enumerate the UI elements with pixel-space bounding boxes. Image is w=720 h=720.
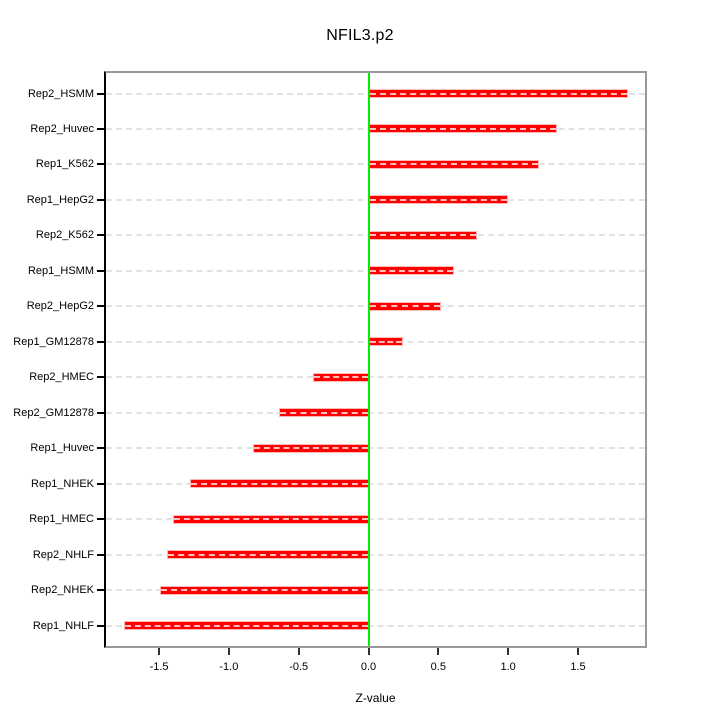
category-label: Rep2_HepG2: [26, 300, 94, 313]
bar: [167, 550, 369, 560]
row-gridline: [106, 518, 645, 521]
row-gridline: [106, 376, 645, 379]
y-axis-tick: [97, 553, 104, 556]
bar: [368, 230, 478, 240]
x-axis-tick: [437, 648, 440, 655]
x-tick-label: 0.5: [430, 661, 446, 673]
bar: [368, 266, 454, 276]
x-axis-tick: [297, 648, 300, 655]
bar-gridline-overlay: [369, 198, 508, 201]
plot-area: [106, 73, 645, 646]
bar: [368, 337, 404, 347]
y-axis-tick: [97, 163, 104, 166]
x-tick-label: 1.5: [570, 661, 586, 673]
category-label: Rep2_K562: [35, 229, 94, 242]
bar-gridline-overlay: [369, 234, 477, 237]
x-tick-label: -1.5: [149, 661, 169, 673]
y-axis-tick: [97, 624, 104, 627]
row-gridline: [106, 447, 645, 450]
y-axis-tick: [97, 589, 104, 592]
y-axis-tick: [97, 127, 104, 130]
category-label: Rep1_NHEK: [31, 477, 94, 490]
bar-gridline-overlay: [369, 127, 557, 130]
bar-gridline-overlay: [369, 269, 453, 272]
bar-gridline-overlay: [168, 553, 368, 556]
x-axis-tick: [576, 648, 579, 655]
category-label: Rep1_HMEC: [29, 513, 94, 526]
x-tick-label: -1.0: [219, 661, 239, 673]
bar-gridline-overlay: [161, 589, 368, 592]
bar: [368, 301, 442, 311]
category-label: Rep1_HSMM: [27, 264, 94, 277]
category-label: Rep2_Huvec: [30, 122, 94, 135]
bar: [189, 479, 369, 489]
bar-gridline-overlay: [369, 92, 628, 95]
bar: [368, 89, 629, 98]
y-axis-tick: [97, 518, 104, 521]
x-tick-label: 0.0: [360, 661, 377, 673]
y-axis-tick: [97, 482, 104, 485]
bar: [368, 195, 509, 205]
bar-gridline-overlay: [369, 305, 441, 308]
bar: [252, 443, 369, 453]
bar: [368, 124, 558, 134]
y-axis-tick: [97, 376, 104, 379]
y-axis-tick: [97, 234, 104, 237]
bar: [160, 585, 369, 595]
y-axis-tick: [97, 340, 104, 343]
bar: [312, 372, 369, 382]
y-axis-tick: [97, 447, 104, 450]
category-label: Rep1_K562: [35, 158, 94, 171]
x-axis-tick: [507, 648, 510, 655]
y-axis-tick: [97, 305, 104, 308]
category-label: Rep2_HMEC: [29, 371, 94, 384]
category-label: Rep2_NHEK: [31, 584, 94, 597]
bar: [124, 621, 369, 630]
x-axis-label: Z-value: [355, 691, 396, 705]
y-axis-tick: [97, 198, 104, 201]
chart-title: NFIL3.p2: [326, 27, 394, 44]
y-axis-tick: [97, 411, 104, 414]
bar: [368, 159, 539, 169]
row-gridline: [106, 553, 645, 556]
x-axis-tick: [158, 648, 161, 655]
bar-gridline-overlay: [369, 340, 403, 343]
x-tick-label: -0.5: [289, 661, 309, 673]
category-label: Rep1_Huvec: [30, 442, 94, 455]
bar-gridline-overlay: [174, 518, 368, 521]
zero-reference-line: [367, 73, 370, 646]
category-label: Rep2_NHLF: [32, 548, 94, 561]
x-tick-label: 1.0: [500, 661, 516, 673]
x-axis-tick: [227, 648, 230, 655]
category-label: Rep1_GM12878: [13, 335, 94, 348]
y-axis-tick: [97, 92, 104, 95]
category-label: Rep1_HepG2: [26, 193, 94, 206]
bar: [279, 408, 369, 418]
bar-gridline-overlay: [369, 163, 538, 166]
bar: [173, 514, 369, 524]
y-axis-tick: [97, 269, 104, 272]
row-gridline: [106, 589, 645, 592]
bar-gridline-overlay: [313, 376, 368, 379]
category-label: Rep2_GM12878: [13, 406, 94, 419]
bar-gridline-overlay: [125, 624, 368, 627]
bar-gridline-overlay: [190, 482, 368, 485]
bar-gridline-overlay: [280, 411, 368, 414]
row-gridline: [106, 624, 645, 627]
x-axis-tick: [367, 648, 370, 655]
bar-gridline-overlay: [253, 447, 368, 450]
category-label: Rep2_HSMM: [27, 87, 94, 100]
category-label: Rep1_NHLF: [32, 619, 94, 632]
row-gridline: [106, 411, 645, 414]
row-gridline: [106, 482, 645, 485]
